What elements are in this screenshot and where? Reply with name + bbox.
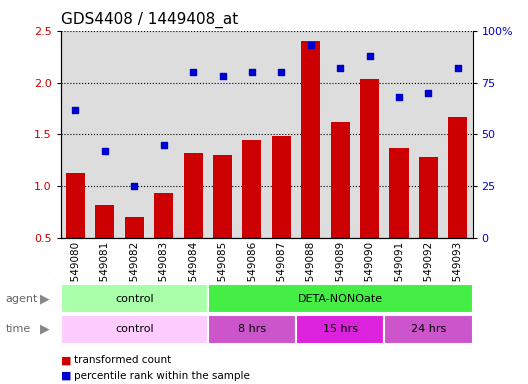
Bar	[384, 315, 473, 344]
Point	[218, 73, 227, 79]
Bar	[296, 315, 384, 344]
Point	[130, 183, 138, 189]
Bar	[95, 205, 115, 290]
Point	[365, 53, 374, 59]
Text: 24 hrs: 24 hrs	[411, 324, 446, 334]
Point	[424, 90, 432, 96]
Text: ▶: ▶	[40, 323, 49, 336]
Text: ■: ■	[61, 355, 71, 365]
Point	[248, 69, 256, 75]
Point	[159, 142, 168, 148]
Bar	[331, 122, 350, 290]
Text: 8 hrs: 8 hrs	[238, 324, 266, 334]
Text: transformed count: transformed count	[74, 355, 171, 365]
Point	[277, 69, 286, 75]
Bar	[360, 79, 379, 290]
Point	[307, 42, 315, 48]
Text: control: control	[115, 293, 154, 304]
Text: percentile rank within the sample: percentile rank within the sample	[74, 371, 250, 381]
Bar	[208, 284, 473, 313]
Bar	[154, 194, 173, 290]
Text: GDS4408 / 1449408_at: GDS4408 / 1449408_at	[61, 12, 238, 28]
Bar	[213, 155, 232, 290]
Text: control: control	[115, 324, 154, 334]
Bar	[419, 157, 438, 290]
Bar	[448, 117, 467, 290]
Bar	[184, 153, 203, 290]
Point	[454, 65, 462, 71]
Point	[395, 94, 403, 100]
Bar	[61, 284, 208, 313]
Bar	[272, 136, 291, 290]
Text: agent: agent	[5, 293, 37, 304]
Bar	[61, 315, 208, 344]
Text: ■: ■	[61, 371, 71, 381]
Text: DETA-NONOate: DETA-NONOate	[298, 293, 383, 304]
Text: ▶: ▶	[40, 292, 49, 305]
Point	[101, 148, 109, 154]
Bar	[390, 148, 409, 290]
Point	[336, 65, 344, 71]
Text: 15 hrs: 15 hrs	[323, 324, 357, 334]
Bar	[301, 41, 320, 290]
Bar	[242, 139, 261, 290]
Point	[189, 69, 197, 75]
Point	[71, 106, 80, 113]
Text: time: time	[5, 324, 31, 334]
Bar	[208, 315, 296, 344]
Bar	[66, 173, 85, 290]
Bar	[125, 217, 144, 290]
